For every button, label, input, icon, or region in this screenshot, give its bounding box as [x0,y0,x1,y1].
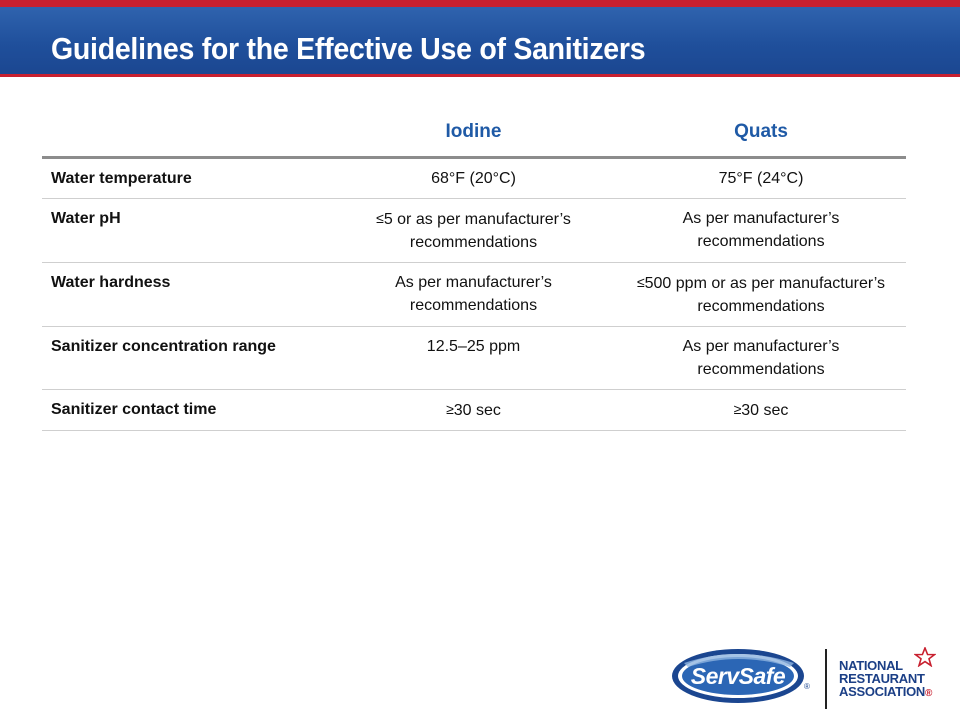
iodine-cell-text: 5 or as per manufacturer’s recommendatio… [383,211,571,251]
iodine-cell: As per manufacturer’s recommendations [331,262,616,327]
iodine-cell: 68°F (20°C) [331,157,616,199]
nra-line-restaurant: RESTAURANT [839,671,925,686]
sanitizer-guidelines-table: Iodine Quats Water temperature 68°F (20°… [42,108,906,431]
quats-cell: ≥30 sec [616,389,906,431]
servsafe-logo: ServSafe ® [672,649,810,703]
quats-cell: ≤500 ppm or as per manufacturer’s recomm… [616,262,906,327]
row-label: Water hardness [42,262,331,327]
top-accent-stripe [0,0,960,7]
iodine-cell: ≤5 or as per manufacturer’s recommendati… [331,198,616,263]
column-header-quats: Quats [616,108,906,159]
star-icon [914,647,936,667]
column-header-blank [42,108,331,159]
iodine-cell: ≥30 sec [331,389,616,431]
nra-line-association: ASSOCIATION [839,684,926,699]
quats-cell: As per manufacturer’s recommendations [616,198,906,263]
title-bar: Guidelines for the Effective Use of Sani… [0,7,960,77]
table-header-row: Iodine Quats [42,108,906,159]
registered-mark: ® [925,688,933,699]
row-label: Sanitizer contact time [42,389,331,431]
less-equal-symbol: ≤ [376,210,384,226]
footer-logos: ServSafe ® NATIONAL RESTAURANT ASSOCIATI… [666,641,956,713]
table-row: Sanitizer concentration range 12.5–25 pp… [42,326,906,390]
column-header-iodine: Iodine [331,108,616,159]
svg-text:ServSafe: ServSafe [691,663,786,689]
nra-line-national: NATIONAL [839,658,903,673]
quats-cell-text: 30 sec [741,402,789,419]
logo-divider [825,649,827,709]
iodine-cell: 12.5–25 ppm [331,326,616,390]
title-bar-rule [0,74,960,77]
row-label: Water temperature [42,157,331,199]
quats-cell: As per manufacturer’s recommendations [616,326,906,390]
iodine-cell-text: 30 sec [453,402,501,419]
nra-wordmark: NATIONAL RESTAURANT ASSOCIATION® [839,659,932,700]
quats-cell: 75°F (24°C) [616,157,906,199]
svg-text:®: ® [804,682,810,691]
table-row: Sanitizer contact time ≥30 sec ≥30 sec [42,389,906,431]
greater-equal-symbol: ≥ [446,401,454,417]
less-equal-symbol: ≤ [636,274,645,290]
quats-cell-text: 500 ppm or as per manufacturer’s recomme… [644,275,886,315]
table-row: Water hardness As per manufacturer’s rec… [42,262,906,327]
table-row: Water pH ≤5 or as per manufacturer’s rec… [42,198,906,263]
greater-equal-symbol: ≥ [733,401,742,417]
table-row: Water temperature 68°F (20°C) 75°F (24°C… [42,157,906,199]
slide-title: Guidelines for the Effective Use of Sani… [51,31,646,66]
row-label: Sanitizer concentration range [42,326,331,390]
row-label: Water pH [42,198,331,263]
